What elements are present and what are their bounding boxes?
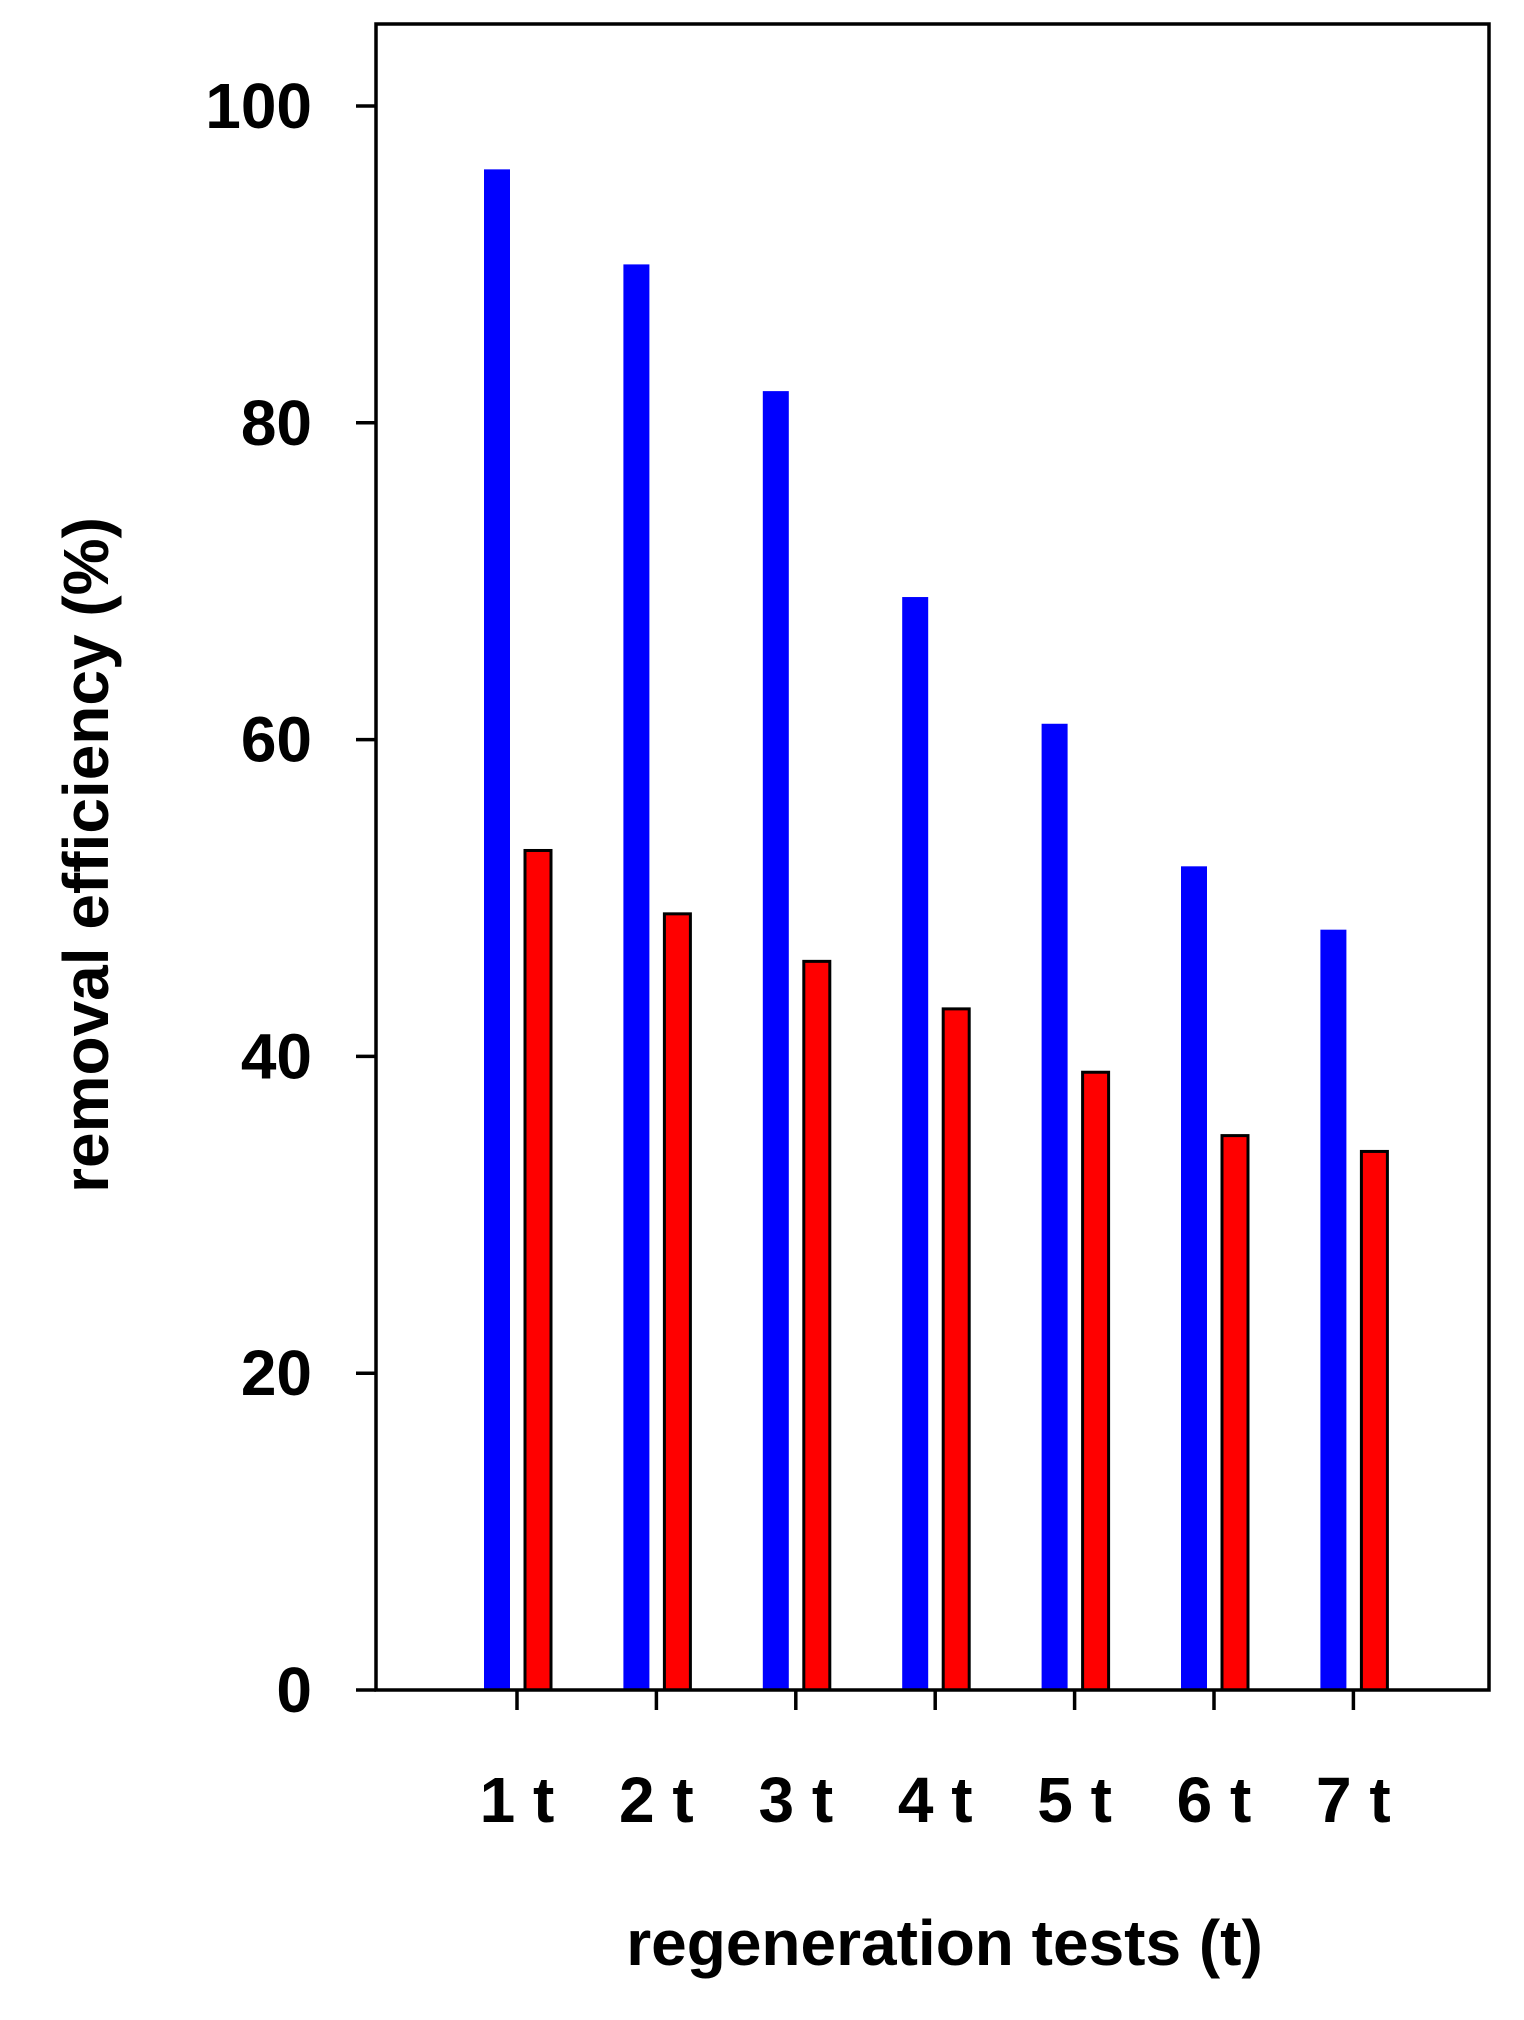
y-tick-label-20: 20 (241, 1337, 312, 1409)
bar-series2-6t (1220, 1134, 1250, 1692)
bar-series1-5t (1041, 723, 1068, 1690)
x-tick-label-2: 2 t (619, 1764, 694, 1836)
x-tick-label-4: 4 t (898, 1764, 973, 1836)
y-axis-label: removal efficiency (%) (50, 517, 122, 1193)
bar-series1-2t (623, 264, 650, 1690)
bar-series1-6t (1181, 866, 1207, 1690)
y-tick-label-100: 100 (205, 70, 312, 142)
x-tick-label-6: 6 t (1177, 1764, 1252, 1836)
bar-series1-7t (1320, 929, 1347, 1690)
bar-series2-4t (941, 1007, 971, 1692)
x-tick-label-7: 7 t (1316, 1764, 1391, 1836)
bar-series1-4t (902, 597, 929, 1690)
x-axis-label: regeneration tests (t) (626, 1907, 1263, 1979)
plot-frame (374, 22, 1491, 1692)
y-axis: 0 20 40 60 80 100 (205, 70, 376, 1726)
bar-series2-7t (1359, 1149, 1389, 1692)
bar-series2-2t (662, 912, 692, 1692)
bars-layer (484, 169, 1389, 1692)
bar-series2-3t (802, 959, 832, 1692)
x-tick-label-5: 5 t (1037, 1764, 1112, 1836)
bar-series2-5t (1081, 1070, 1111, 1692)
y-tick-label-40: 40 (241, 1020, 312, 1092)
x-axis: 1 t 2 t 3 t 4 t 5 t 6 t 7 t (480, 1690, 1391, 1836)
x-tick-label-3: 3 t (758, 1764, 833, 1836)
bar-series1-1t (484, 169, 510, 1691)
y-tick-label-80: 80 (241, 387, 312, 459)
y-tick-label-0: 0 (276, 1654, 312, 1726)
bar-series1-3t (762, 391, 789, 1690)
x-tick-label-1: 1 t (480, 1764, 555, 1836)
bar-series2-1t (523, 848, 553, 1692)
y-tick-label-60: 60 (241, 704, 312, 776)
